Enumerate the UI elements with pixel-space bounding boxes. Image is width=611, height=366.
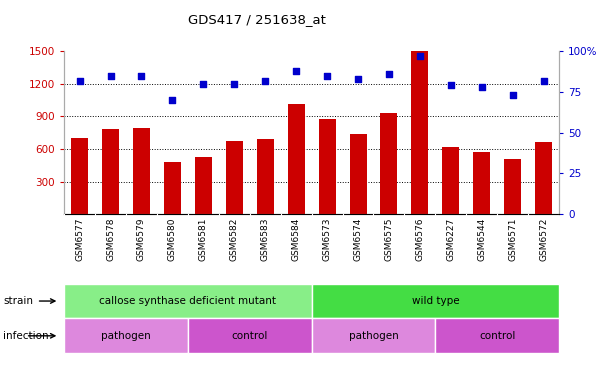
Text: GSM6577: GSM6577 <box>75 217 84 261</box>
Text: GDS417 / 251638_at: GDS417 / 251638_at <box>188 13 326 26</box>
Point <box>106 73 115 79</box>
Bar <box>474 152 490 214</box>
Text: GSM6575: GSM6575 <box>384 217 393 261</box>
Point <box>508 92 518 98</box>
Bar <box>411 51 428 214</box>
Bar <box>226 141 243 214</box>
Text: GSM6579: GSM6579 <box>137 217 146 261</box>
Text: GSM6583: GSM6583 <box>261 217 269 261</box>
Bar <box>312 318 436 353</box>
Bar <box>504 159 521 214</box>
Point <box>384 71 394 77</box>
Bar <box>64 318 188 353</box>
Point <box>137 73 147 79</box>
Bar <box>288 104 305 214</box>
Point <box>199 81 208 87</box>
Bar <box>71 138 88 214</box>
Bar <box>442 147 459 214</box>
Text: pathogen: pathogen <box>349 331 398 341</box>
Point <box>167 97 177 103</box>
Bar <box>195 157 212 214</box>
Text: GSM6572: GSM6572 <box>539 217 548 261</box>
Text: GSM6584: GSM6584 <box>291 217 301 261</box>
Text: pathogen: pathogen <box>101 331 151 341</box>
Bar <box>381 113 397 214</box>
Bar <box>257 139 274 214</box>
Point <box>75 78 84 83</box>
Text: GSM6571: GSM6571 <box>508 217 517 261</box>
Text: strain: strain <box>3 296 33 306</box>
Text: GSM6573: GSM6573 <box>323 217 332 261</box>
Bar <box>318 119 335 214</box>
Bar <box>188 318 312 353</box>
Text: GSM6578: GSM6578 <box>106 217 115 261</box>
Point <box>415 53 425 59</box>
Point <box>539 78 549 83</box>
Bar <box>535 142 552 214</box>
Text: control: control <box>479 331 516 341</box>
Text: GSM6227: GSM6227 <box>446 217 455 261</box>
Text: callose synthase deficient mutant: callose synthase deficient mutant <box>100 296 276 306</box>
Bar <box>102 130 119 214</box>
Bar <box>349 134 367 214</box>
Bar <box>64 284 312 318</box>
Text: GSM6544: GSM6544 <box>477 217 486 261</box>
Text: control: control <box>232 331 268 341</box>
Point <box>477 84 486 90</box>
Text: GSM6576: GSM6576 <box>415 217 425 261</box>
Text: GSM6582: GSM6582 <box>230 217 239 261</box>
Text: infection: infection <box>3 331 49 341</box>
Bar <box>312 284 559 318</box>
Bar <box>133 128 150 214</box>
Text: GSM6580: GSM6580 <box>168 217 177 261</box>
Point <box>446 82 456 88</box>
Point <box>229 81 239 87</box>
Point <box>260 78 270 83</box>
Text: GSM6574: GSM6574 <box>354 217 362 261</box>
Bar <box>436 318 559 353</box>
Point <box>322 73 332 79</box>
Text: wild type: wild type <box>412 296 459 306</box>
Text: GSM6581: GSM6581 <box>199 217 208 261</box>
Point <box>291 68 301 74</box>
Bar <box>164 162 181 214</box>
Point <box>353 76 363 82</box>
